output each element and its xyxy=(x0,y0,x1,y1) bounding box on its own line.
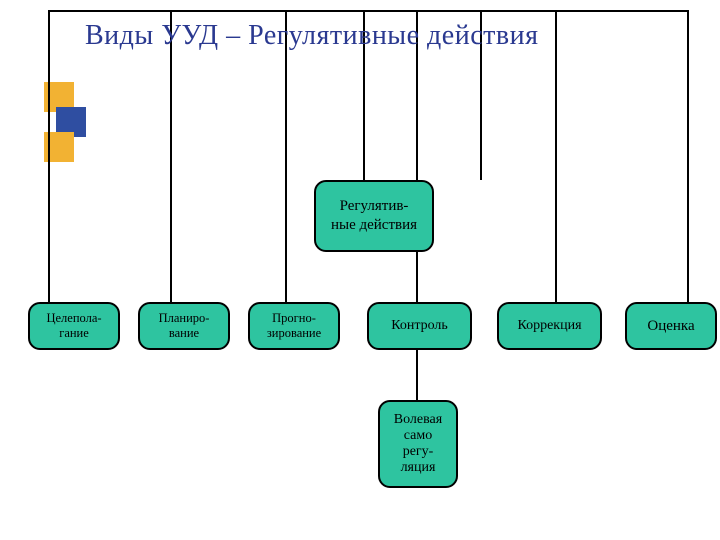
node-plan: Планиро-вание xyxy=(138,302,230,350)
node-control: Контроль xyxy=(367,302,472,350)
page-title: Виды УУД – Регулятивные действия xyxy=(85,18,538,53)
node-correct: Коррекция xyxy=(497,302,602,350)
node-evaluate-label: Оценка xyxy=(647,317,694,336)
node-plan-label: Планиро-вание xyxy=(159,311,210,341)
tree-vline-5 xyxy=(416,10,418,302)
node-root-label: Регулятив-ные действия xyxy=(331,197,417,235)
tree-vline-7 xyxy=(555,10,557,302)
tree-vline-8 xyxy=(687,10,689,302)
node-goal: Целепола-гание xyxy=(28,302,120,350)
tree-vline-3 xyxy=(285,10,287,302)
node-evaluate: Оценка xyxy=(625,302,717,350)
tree-child-connector xyxy=(416,348,418,400)
node-forecast: Прогно-зирование xyxy=(248,302,340,350)
node-will-selfreg: Волеваясаморегу-ляция xyxy=(378,400,458,488)
node-forecast-label: Прогно-зирование xyxy=(267,311,321,341)
node-goal-label: Целепола-гание xyxy=(46,311,101,341)
node-root-regulative: Регулятив-ные действия xyxy=(314,180,434,252)
node-correct-label: Коррекция xyxy=(517,318,581,334)
node-will-selfreg-label: Волеваясаморегу-ляция xyxy=(394,412,442,476)
node-control-label: Контроль xyxy=(391,318,448,334)
tree-vline-1 xyxy=(48,10,50,302)
tree-top-line xyxy=(48,10,687,12)
tree-vline-2 xyxy=(170,10,172,302)
